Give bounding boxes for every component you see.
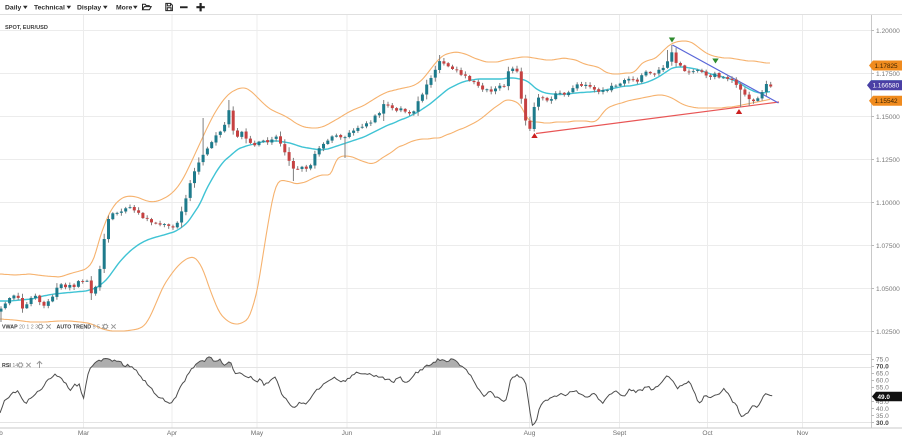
svg-text:Aug: Aug: [524, 430, 536, 437]
svg-text:55.0: 55.0: [876, 385, 889, 392]
svg-text:70.0: 70.0: [876, 364, 889, 371]
svg-text:65.0: 65.0: [876, 371, 889, 378]
svg-text:1.17825: 1.17825: [875, 63, 899, 70]
svg-text:Sept: Sept: [613, 430, 627, 437]
svg-text:Display: Display: [77, 5, 101, 12]
svg-text:May: May: [251, 430, 264, 437]
svg-text:1.166580: 1.166580: [873, 83, 900, 90]
svg-text:1.12500: 1.12500: [876, 157, 900, 164]
svg-text:Apr: Apr: [167, 430, 178, 437]
svg-text:Technical: Technical: [34, 5, 65, 12]
svg-text:Mar: Mar: [78, 430, 90, 437]
svg-text:b: b: [0, 430, 3, 437]
svg-text:1.15000: 1.15000: [876, 114, 900, 121]
svg-text:Oct: Oct: [702, 430, 712, 437]
svg-text:60.0: 60.0: [876, 378, 889, 385]
svg-text:75.0: 75.0: [876, 357, 889, 364]
svg-text:More: More: [116, 5, 132, 12]
svg-text:35.0: 35.0: [876, 413, 889, 420]
svg-text:1.10000: 1.10000: [876, 200, 900, 207]
svg-text:1.07500: 1.07500: [876, 243, 900, 250]
svg-text:49.0: 49.0: [878, 394, 891, 401]
svg-text:1.15542: 1.15542: [875, 98, 899, 105]
svg-text:Jun: Jun: [342, 430, 353, 437]
svg-text:Nov: Nov: [797, 430, 809, 437]
svg-text:Daily: Daily: [5, 5, 21, 12]
svg-text:1.05000: 1.05000: [876, 286, 900, 293]
svg-text:1.20000: 1.20000: [876, 28, 900, 35]
svg-text:40.0: 40.0: [876, 406, 889, 413]
svg-text:AUTO TREND 5 5 2: AUTO TREND 5 5 2: [57, 325, 105, 331]
svg-text:RSI 14: RSI 14: [2, 363, 18, 369]
svg-text:Jul: Jul: [432, 430, 441, 437]
svg-text:VWAP 20 1 2 3: VWAP 20 1 2 3: [2, 325, 38, 331]
svg-text:1.17500: 1.17500: [876, 71, 900, 78]
svg-text:30.0: 30.0: [876, 420, 889, 427]
svg-text:SPOT, EUR/USD: SPOT, EUR/USD: [5, 25, 48, 31]
svg-text:1.02500: 1.02500: [876, 329, 900, 336]
